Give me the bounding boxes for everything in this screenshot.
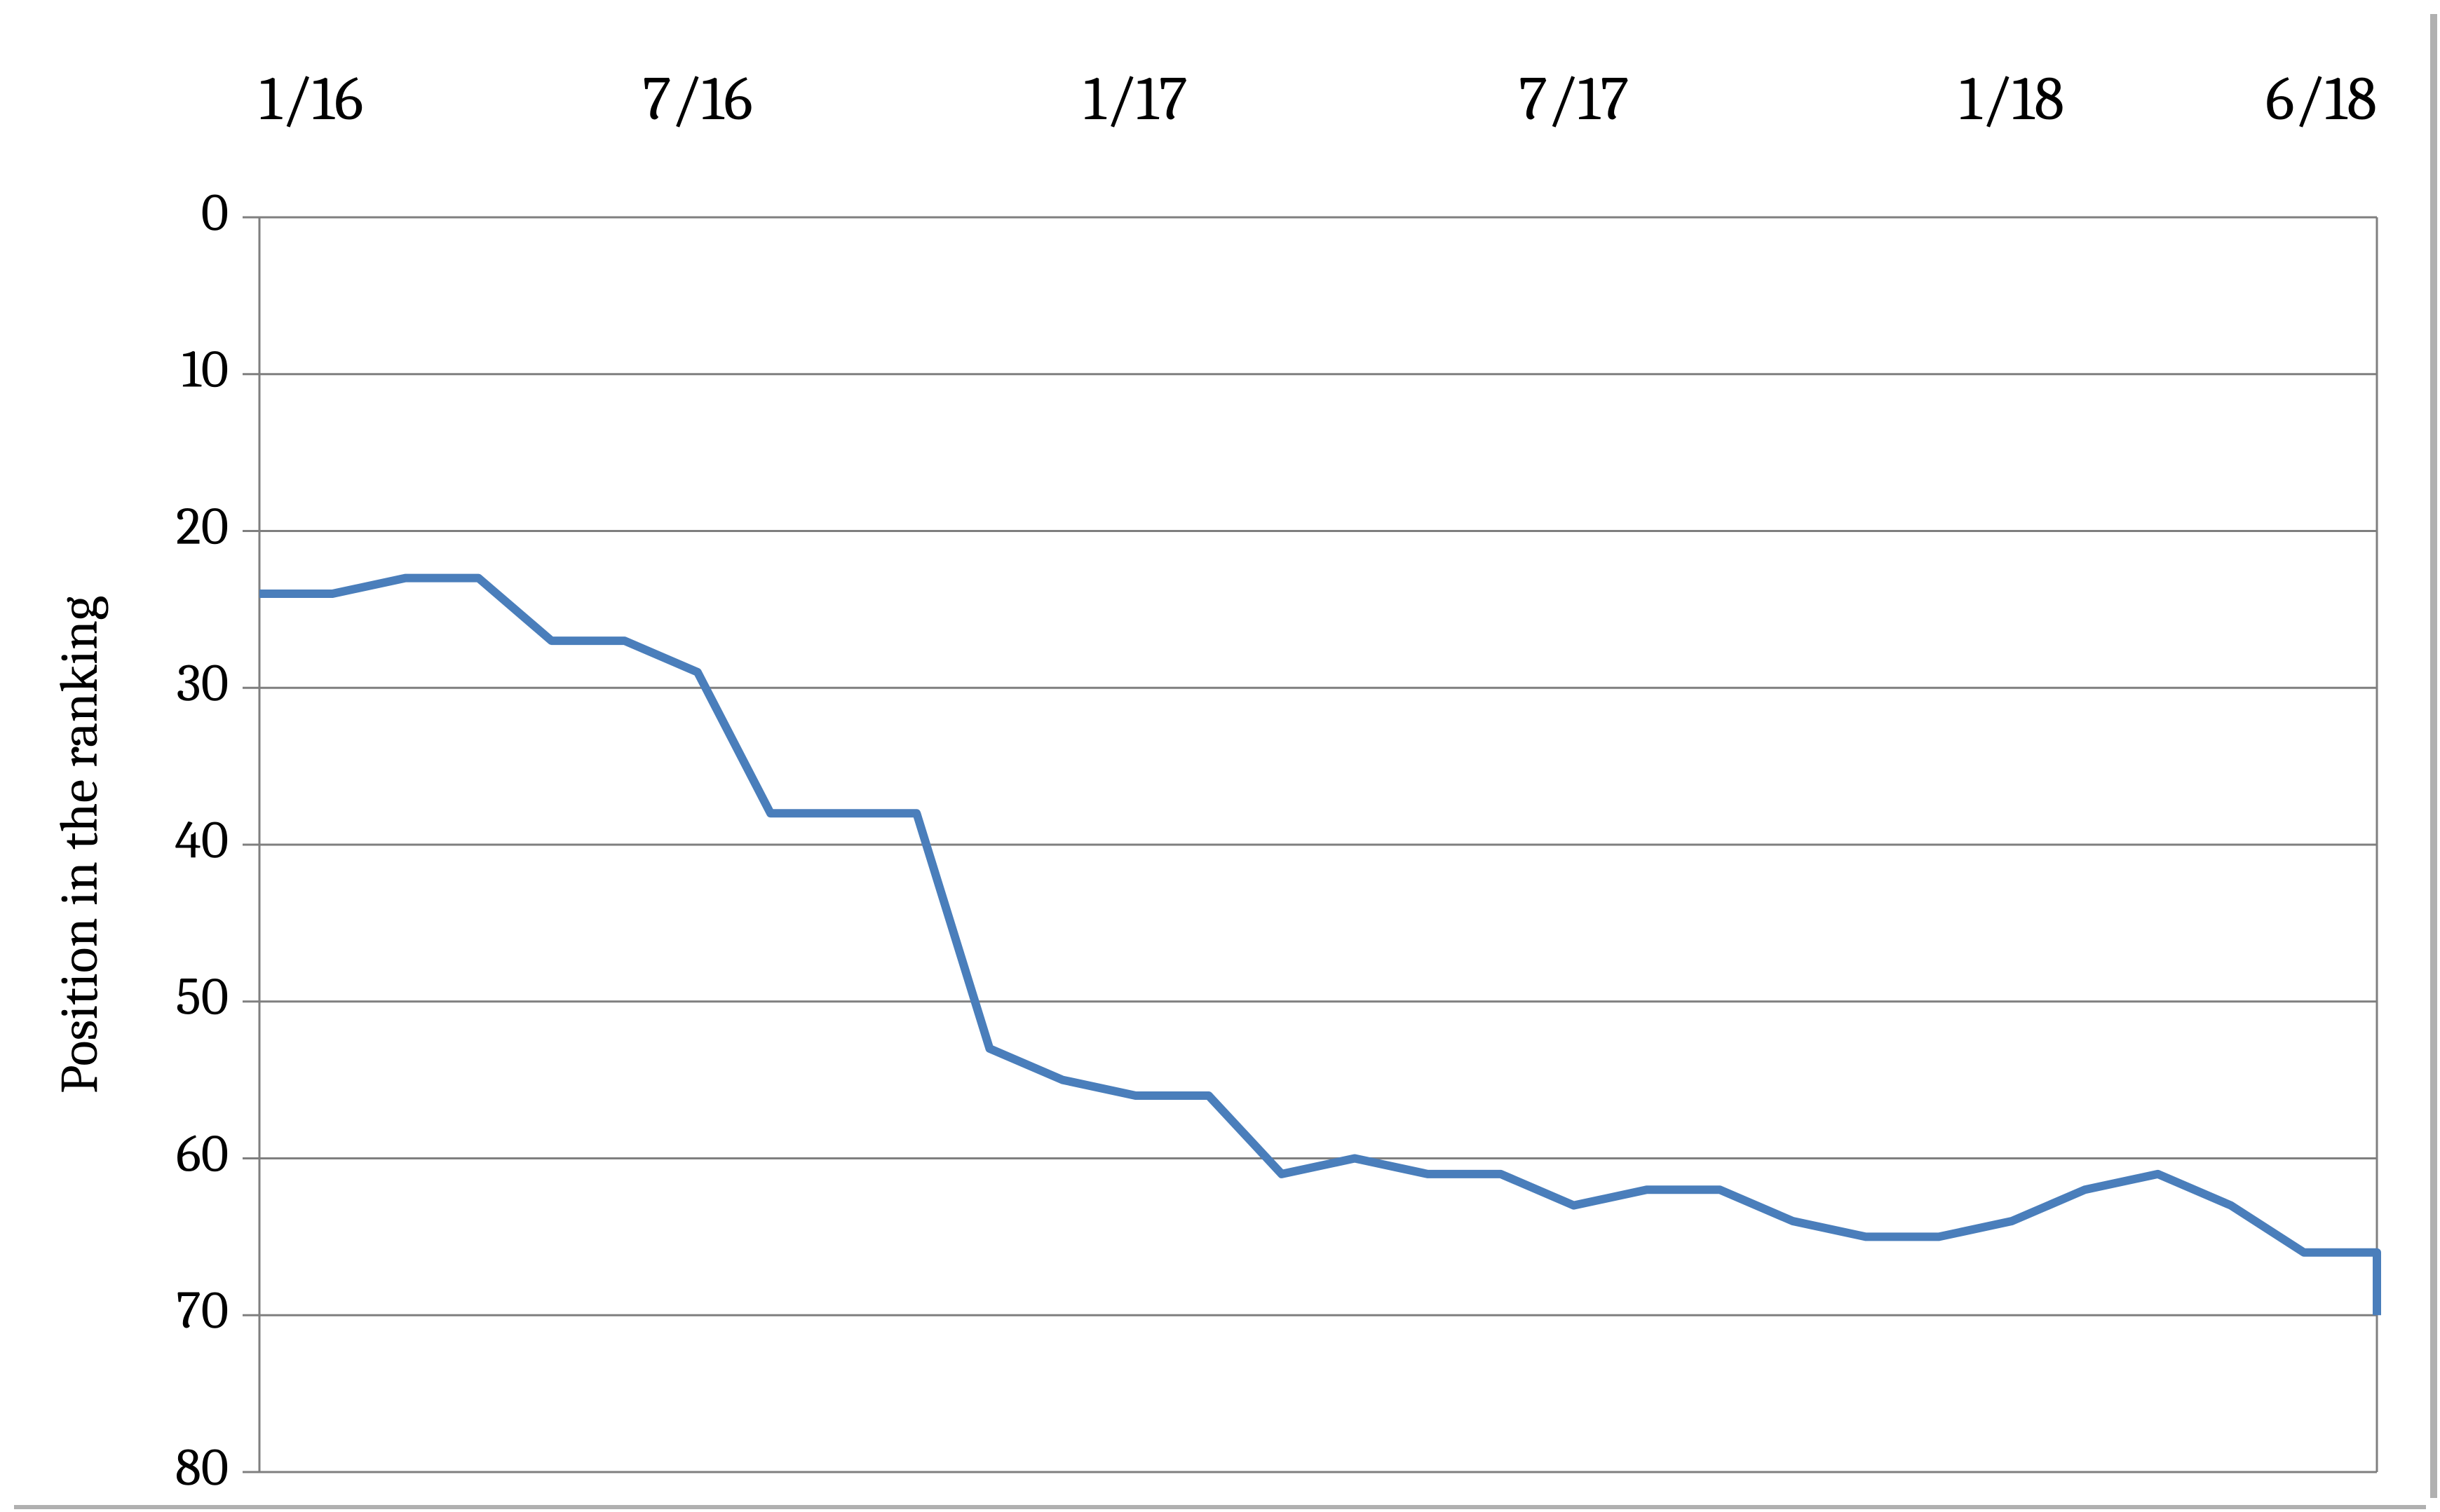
- y-tick-label: 0: [201, 182, 229, 243]
- y-tick-label: 60: [176, 1123, 229, 1184]
- y-tick-label: 70: [176, 1280, 229, 1341]
- x-tick-label: 7/17: [1519, 64, 1629, 135]
- y-tick-label: 30: [177, 653, 229, 714]
- x-tick-label: 6/18: [2265, 64, 2377, 135]
- x-tick-label: 1/16: [259, 64, 363, 135]
- outer-right-border: [2430, 14, 2437, 1498]
- y-tick-label: 80: [175, 1437, 229, 1498]
- y-tick-label: 40: [175, 810, 229, 871]
- outer-bottom-border: [14, 1505, 2426, 1509]
- chart-svg: 0 10 20 30 40 50 60 70 80 1/16 7/16 1/17 7/17 1/18 6/1…: [0, 0, 2440, 1512]
- y-tick-label: 10: [182, 339, 229, 400]
- x-tick-label: 7/16: [642, 64, 753, 135]
- line-chart: 0 10 20 30 40 50 60 70 80 1/16 7/16 1/17 7/17 1/18 6/1…: [0, 0, 2440, 1512]
- y-tick-label: 50: [176, 967, 229, 1028]
- x-tick-label: 1/18: [1960, 64, 2065, 135]
- y-axis-title: Position in the ranking: [49, 596, 110, 1094]
- x-tick-label: 1/17: [1084, 64, 1188, 135]
- y-tick-label: 20: [176, 496, 229, 557]
